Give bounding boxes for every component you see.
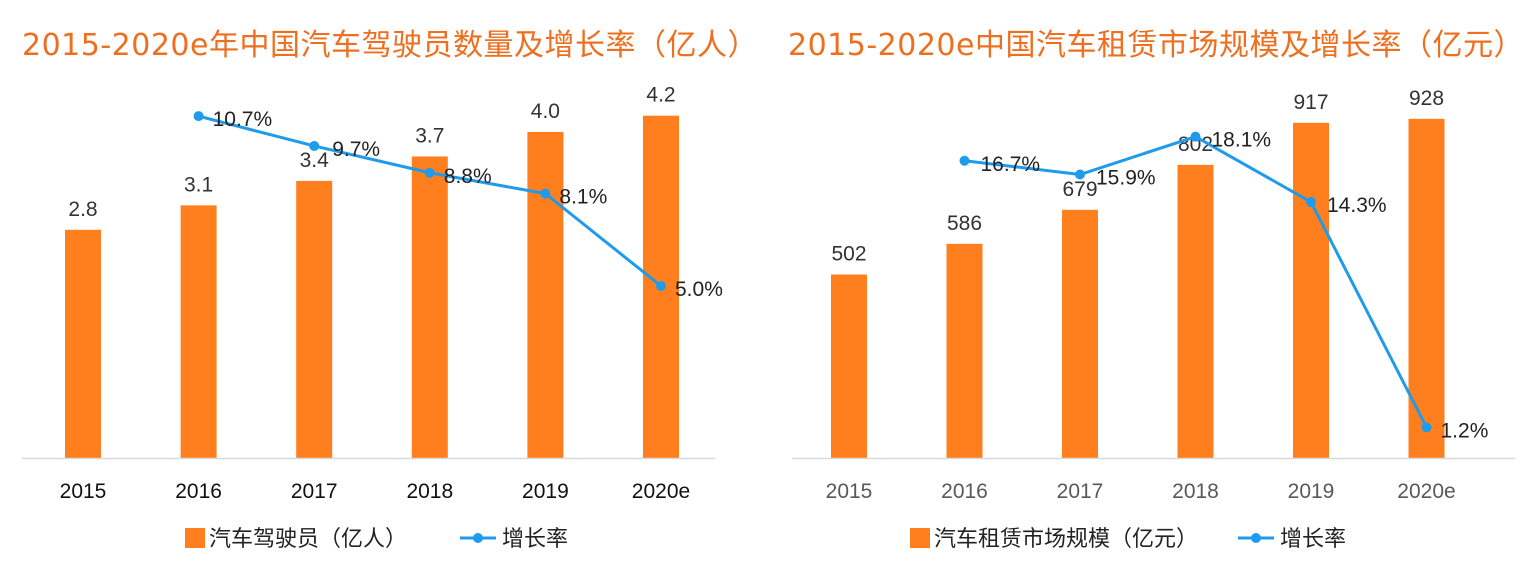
bar <box>527 132 564 458</box>
legend-swatch-bar <box>910 528 930 548</box>
bar-data-label: 4.0 <box>531 100 560 123</box>
x-tick-label: 2015 <box>60 480 107 503</box>
chart-title: 2015-2020e中国汽车租赁市场规模及增长率（亿元） <box>788 28 1524 63</box>
growth-data-label: 8.8% <box>444 165 492 188</box>
x-tick-label: 2020e <box>632 480 690 503</box>
x-tick-label: 2017 <box>291 480 338 503</box>
bar <box>946 243 983 458</box>
x-tick-label: 2020e <box>1397 480 1455 503</box>
chart-panel-drivers: 2015-2020e年中国汽车驾驶员数量及增长率（亿人） 2015 2016 201… <box>22 28 758 552</box>
growth-data-label: 16.7% <box>981 153 1041 176</box>
chart-panel-rental: 2015-2020e中国汽车租赁市场规模及增长率（亿元） 2015 2016 201… <box>770 0 1540 573</box>
legend-swatch-point <box>473 533 483 543</box>
growth-point <box>424 167 435 178</box>
growth-data-label: 10.7% <box>213 108 273 131</box>
bar <box>1177 164 1214 458</box>
bar <box>180 205 217 458</box>
bar-data-label: 928 <box>1409 87 1444 110</box>
growth-point <box>1306 197 1316 208</box>
bar-data-label: 3.1 <box>184 173 213 196</box>
bar <box>831 274 867 458</box>
growth-point <box>1421 422 1432 433</box>
x-tick-label: 2016 <box>941 480 988 503</box>
growth-data-label: 9.7% <box>332 138 380 161</box>
growth-point <box>193 111 204 122</box>
bar <box>1408 118 1445 458</box>
x-tick-label: 2017 <box>1057 480 1104 503</box>
legend-label-line: 增长率 <box>502 527 568 552</box>
growth-data-label: 15.9% <box>1096 167 1156 190</box>
growth-data-label: 5.0% <box>675 278 723 301</box>
chart-title: 2015-2020e年中国汽车驾驶员数量及增长率（亿人） <box>22 28 758 63</box>
growth-data-label: 1.2% <box>1441 419 1489 442</box>
bar <box>296 180 333 458</box>
growth-data-label: 18.1% <box>1212 129 1272 152</box>
growth-data-label: 8.1% <box>559 186 607 209</box>
bar-data-label: 917 <box>1293 91 1328 114</box>
chart-drivers: 2015 2016 2017 2018 2019 2020e 2.8 3.1 3.4 3.7 4.0… <box>22 84 723 552</box>
legend-swatch-point <box>1251 533 1261 543</box>
growth-point <box>540 188 551 199</box>
x-tick-label: 2019 <box>522 480 569 503</box>
legend-label-bar: 汽车驾驶员（亿人） <box>209 527 407 552</box>
bar <box>411 156 448 458</box>
legend-swatch-bar <box>185 528 205 548</box>
bar <box>1062 209 1098 458</box>
growth-point <box>1075 169 1085 180</box>
bar-data-label: 502 <box>831 243 866 266</box>
bar-data-label: 2.8 <box>68 198 97 221</box>
x-tick-label: 2018 <box>1172 480 1219 503</box>
bar <box>1293 122 1329 459</box>
x-tick-label: 2018 <box>406 480 453 503</box>
bar-data-label: 3.7 <box>415 124 444 147</box>
growth-point <box>656 281 666 291</box>
bar-data-label: 586 <box>947 212 982 235</box>
bar-data-label: 679 <box>1062 178 1097 201</box>
growth-point <box>309 140 320 151</box>
x-tick-label: 2015 <box>826 480 873 503</box>
growth-point <box>1190 131 1201 142</box>
growth-data-label: 14.3% <box>1327 194 1387 217</box>
bar-data-label: 4.2 <box>646 84 675 107</box>
legend-label-bar: 汽车租赁市场规模（亿元） <box>934 527 1198 552</box>
chart-rental: 2015 2016 2017 2018 2019 2020e502586679802917… <box>792 87 1515 552</box>
x-tick-label: 2016 <box>175 480 222 503</box>
growth-point <box>959 155 970 166</box>
bar <box>65 229 101 458</box>
x-tick-label: 2019 <box>1288 480 1335 503</box>
legend-label-line: 增长率 <box>1280 527 1346 552</box>
bar-data-label: 3.4 <box>300 149 330 172</box>
